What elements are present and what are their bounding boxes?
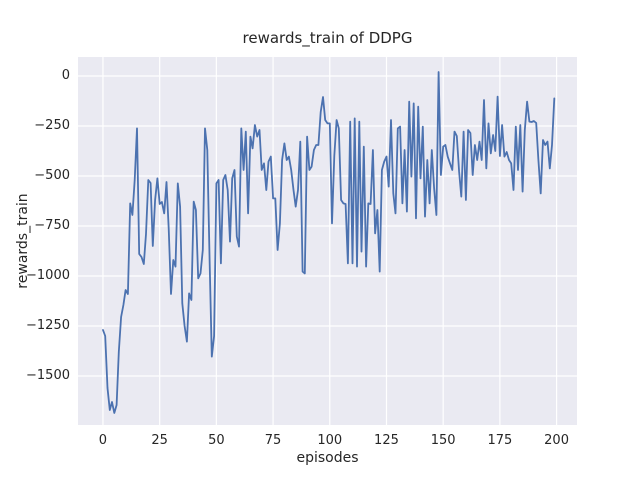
- y-tick-label: −500: [34, 168, 70, 183]
- y-tick-label: −1000: [26, 268, 70, 283]
- y-tick-label: −750: [34, 218, 70, 233]
- x-tick-label: 175: [487, 433, 513, 448]
- plot-area: [78, 57, 577, 425]
- x-tick-label: 100: [317, 433, 343, 448]
- gridlines: [78, 57, 577, 425]
- chart-title: rewards_train of DDPG: [242, 29, 413, 47]
- x-tick-label: 200: [544, 433, 569, 448]
- x-tick-label: 0: [98, 433, 108, 448]
- x-tick-label: 25: [151, 433, 168, 448]
- x-tick-label: 75: [264, 433, 282, 448]
- y-axis-label: rewards_train: [15, 193, 31, 289]
- y-tick-label: −1500: [26, 368, 70, 383]
- x-tick-label: 50: [208, 433, 225, 448]
- rewards-line-series: [102, 71, 556, 414]
- x-tick-label: 125: [374, 433, 399, 448]
- x-tick-label: 150: [430, 433, 456, 448]
- x-axis-label: episodes: [296, 450, 359, 466]
- line-chart-svg: [78, 57, 577, 425]
- y-tick-label: −1250: [26, 318, 70, 333]
- y-tick-label: −250: [34, 118, 70, 133]
- y-tick-label: 0: [61, 68, 70, 83]
